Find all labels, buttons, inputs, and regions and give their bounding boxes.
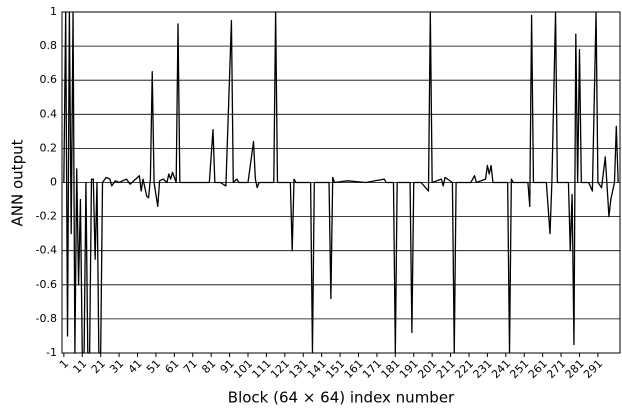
x-tick-label: 291: [581, 357, 605, 381]
y-tick-label: 0: [50, 176, 57, 189]
x-tick-label: 21: [89, 357, 108, 376]
x-axis-label: Block (64 × 64) index number: [228, 389, 455, 407]
x-tick-label: 51: [144, 357, 163, 376]
x-tick-label: 31: [107, 357, 126, 376]
y-tick-label: -0.8: [36, 312, 57, 325]
x-tick-label: 61: [162, 357, 181, 376]
y-tick-label: 0.2: [40, 141, 58, 154]
y-tick-label: 0.6: [40, 73, 58, 86]
y-tick-label: -0.2: [36, 210, 57, 223]
x-tick-label: 71: [181, 357, 200, 376]
y-tick-label: -1: [46, 346, 57, 359]
y-tick-label: -0.6: [36, 278, 57, 291]
y-tick-label: -0.4: [36, 244, 57, 257]
x-tick-label: 41: [126, 357, 145, 376]
data-line: [63, 11, 619, 354]
plot-frame: [61, 11, 621, 354]
y-tick-label: 0.4: [40, 107, 58, 120]
y-tick-label: 1: [50, 5, 57, 18]
y-axis-label: ANN output: [9, 139, 27, 226]
y-tick-label: 0.8: [40, 39, 58, 52]
x-tick-label: 1: [57, 357, 71, 371]
x-tick-label: 81: [199, 357, 218, 376]
x-tick-label: 11: [70, 357, 89, 376]
